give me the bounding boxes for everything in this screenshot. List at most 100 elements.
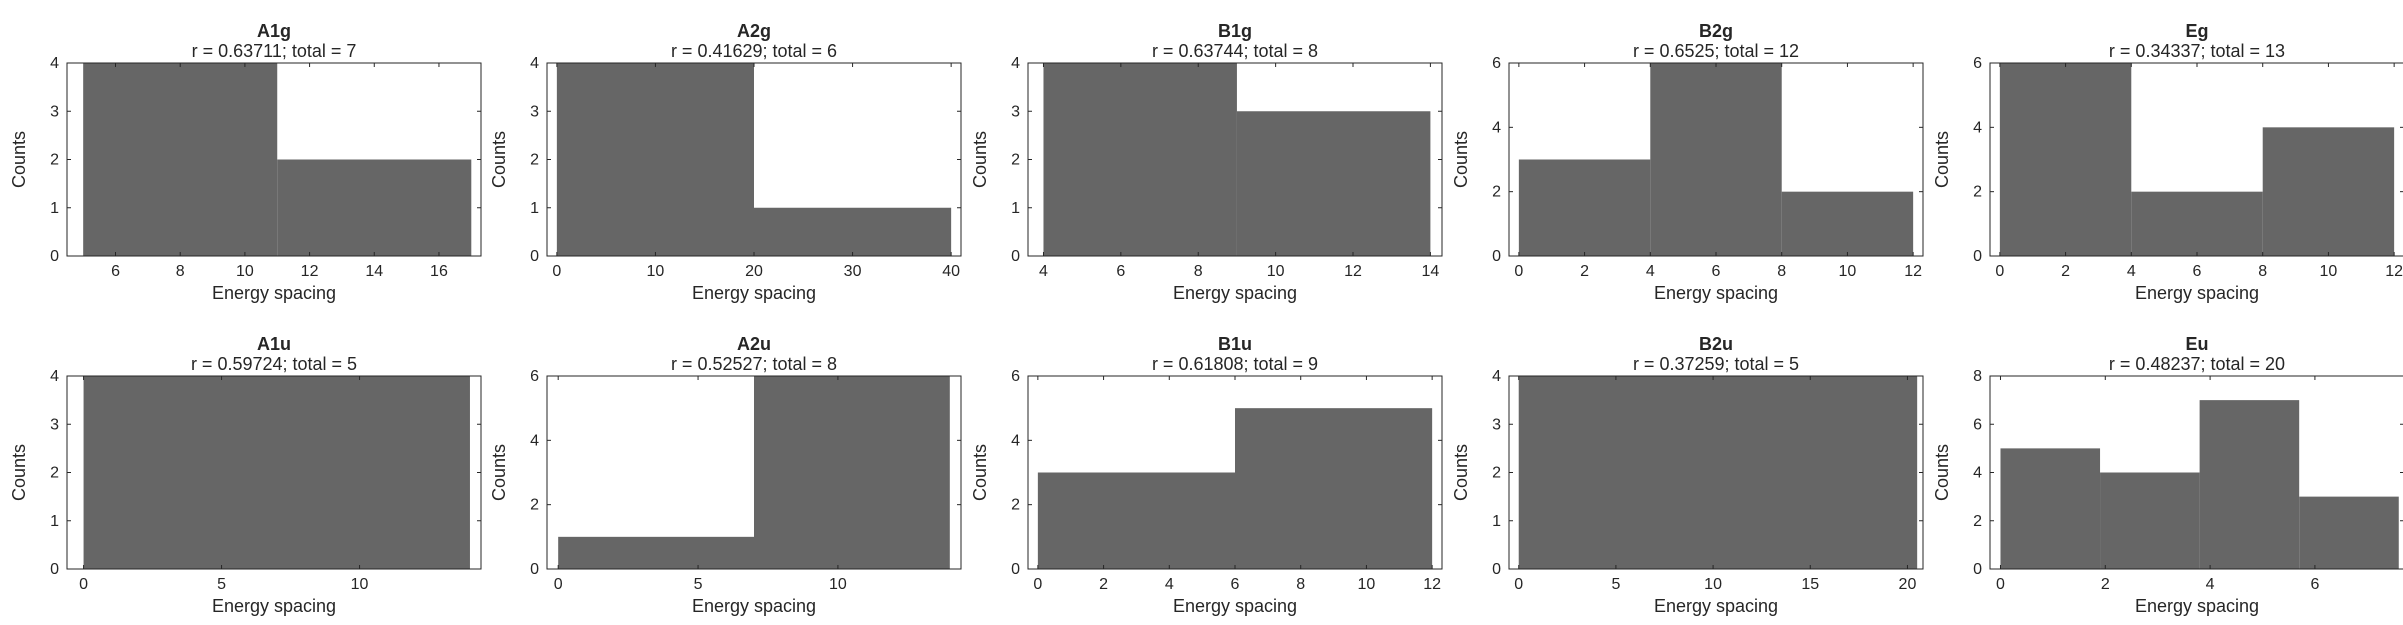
x-tick-label: 12 — [1423, 576, 1441, 593]
panel-eg: 0 2 4 6 8 10 12 0 2 4 6 Egr = 0.34337; total = 13 En… — [1932, 21, 2403, 303]
x-tick-label: 8 — [2258, 263, 2267, 280]
x-tick-label: 10 — [829, 576, 847, 593]
y-tick-label: 1 — [50, 513, 59, 530]
histogram-bar — [558, 536, 754, 569]
x-tick-label: 6 — [1116, 263, 1125, 280]
histogram-bar — [1518, 376, 1918, 569]
x-tick-label: 2 — [1099, 576, 1108, 593]
panel-title: Eg — [2185, 21, 2208, 41]
y-tick-label: 4 — [1973, 465, 1982, 482]
x-tick-label: 0 — [1514, 576, 1523, 593]
histogram-bar — [2262, 127, 2395, 256]
x-tick-label: 10 — [351, 576, 369, 593]
panel-title: A2g — [737, 21, 771, 41]
panel-title: B2g — [1699, 21, 1733, 41]
panel-subtitle: r = 0.41629; total = 6 — [671, 41, 837, 61]
x-tick-label: 10 — [2320, 263, 2338, 280]
x-tick-label: 40 — [942, 263, 960, 280]
panel-title: B2u — [1699, 334, 1733, 354]
y-tick-label: 3 — [530, 103, 539, 120]
panel-subtitle: r = 0.48237; total = 20 — [2109, 354, 2285, 374]
x-tick-label: 10 — [236, 263, 254, 280]
x-axis-label: Energy spacing — [1173, 283, 1297, 303]
x-axis-label: Energy spacing — [2135, 596, 2259, 616]
y-tick-label: 0 — [1492, 248, 1501, 265]
y-axis-label: Counts — [9, 131, 29, 188]
x-tick-label: 0 — [1514, 263, 1523, 280]
y-tick-label: 6 — [1492, 55, 1501, 72]
histogram-bar — [2199, 400, 2300, 569]
x-axis-label: Energy spacing — [1654, 283, 1778, 303]
y-axis-label: Counts — [489, 131, 509, 188]
y-axis-label: Counts — [1451, 444, 1471, 501]
y-tick-label: 4 — [1011, 432, 1020, 449]
y-tick-label: 0 — [1973, 561, 1982, 578]
x-tick-label: 6 — [2193, 263, 2202, 280]
y-tick-label: 4 — [530, 55, 539, 72]
y-tick-label: 2 — [530, 152, 539, 169]
y-axis-label: Counts — [9, 444, 29, 501]
panel-subtitle: r = 0.63744; total = 8 — [1152, 41, 1318, 61]
x-tick-label: 4 — [1165, 576, 1174, 593]
y-tick-label: 0 — [530, 248, 539, 265]
y-tick-label: 0 — [1011, 248, 1020, 265]
x-tick-label: 0 — [554, 576, 563, 593]
x-tick-label: 4 — [1646, 263, 1655, 280]
axes-box — [546, 375, 962, 570]
panel-subtitle: r = 0.59724; total = 5 — [191, 354, 357, 374]
y-tick-label: 4 — [50, 55, 59, 72]
x-axis-label: Energy spacing — [692, 283, 816, 303]
x-tick-label: 0 — [1995, 263, 2004, 280]
y-tick-label: 3 — [1011, 103, 1020, 120]
x-tick-label: 5 — [1611, 576, 1620, 593]
histogram-bar — [754, 207, 952, 256]
x-tick-label: 6 — [1712, 263, 1721, 280]
x-tick-label: 8 — [1194, 263, 1203, 280]
panel-subtitle: r = 0.34337; total = 13 — [2109, 41, 2285, 61]
y-tick-label: 2 — [50, 465, 59, 482]
x-tick-label: 6 — [2310, 576, 2319, 593]
y-tick-label: 6 — [1011, 368, 1020, 385]
y-tick-label: 0 — [50, 561, 59, 578]
y-tick-label: 3 — [50, 416, 59, 433]
x-tick-label: 5 — [217, 576, 226, 593]
panel-subtitle: r = 0.63711; total = 7 — [192, 41, 357, 61]
histogram-bar — [1999, 63, 2132, 256]
panel-title: B1g — [1218, 21, 1252, 41]
y-axis-label: Counts — [489, 444, 509, 501]
y-tick-label: 6 — [1973, 416, 1982, 433]
y-tick-label: 2 — [1011, 152, 1020, 169]
histogram-bar — [2299, 496, 2399, 569]
x-tick-label: 2 — [2101, 576, 2110, 593]
x-axis-label: Energy spacing — [1173, 596, 1297, 616]
x-tick-label: 8 — [1296, 576, 1305, 593]
x-tick-label: 12 — [1344, 263, 1362, 280]
y-tick-label: 2 — [1492, 184, 1501, 201]
x-tick-label: 12 — [301, 263, 319, 280]
x-tick-label: 12 — [2385, 263, 2403, 280]
y-tick-label: 0 — [1492, 561, 1501, 578]
y-tick-label: 4 — [530, 432, 539, 449]
histogram-bar — [83, 63, 278, 256]
x-tick-label: 16 — [430, 263, 448, 280]
x-axis-label: Energy spacing — [692, 596, 816, 616]
x-tick-label: 10 — [1358, 576, 1376, 593]
x-axis-label: Energy spacing — [1654, 596, 1778, 616]
histogram-bar — [754, 376, 950, 569]
x-tick-label: 4 — [2127, 263, 2136, 280]
x-tick-label: 4 — [2206, 576, 2215, 593]
y-tick-label: 4 — [1492, 368, 1501, 385]
y-tick-label: 2 — [1492, 465, 1501, 482]
y-tick-label: 1 — [1492, 513, 1501, 530]
panel-subtitle: r = 0.52527; total = 8 — [671, 354, 837, 374]
y-tick-label: 1 — [1011, 200, 1020, 217]
y-tick-label: 4 — [1973, 119, 1982, 136]
histogram-bar — [1781, 191, 1914, 256]
x-tick-label: 2 — [1580, 263, 1589, 280]
x-tick-label: 5 — [694, 576, 703, 593]
